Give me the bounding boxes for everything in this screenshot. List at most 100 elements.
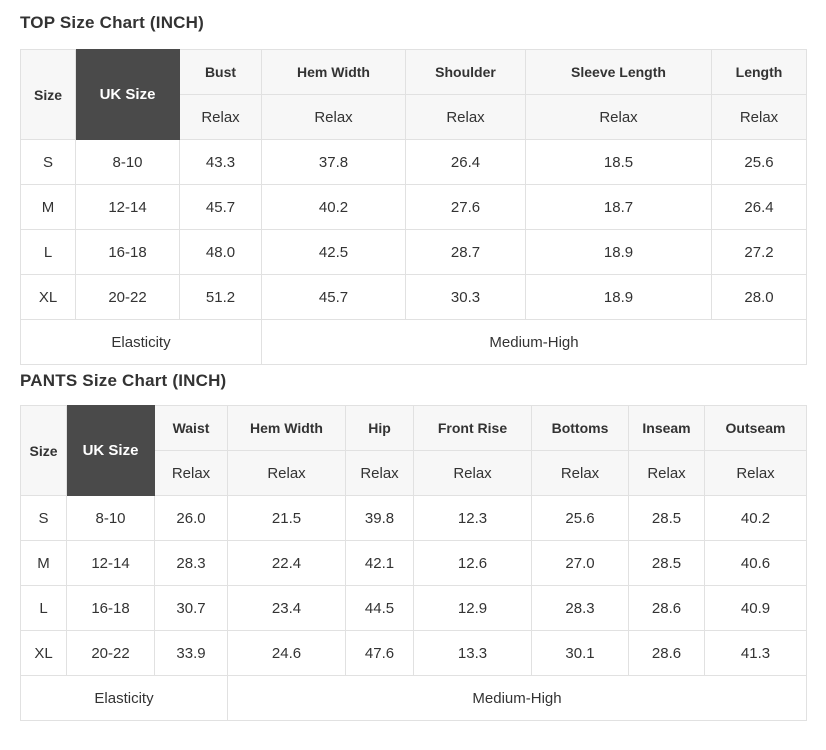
table-row: M 12-14 28.3 22.4 42.1 12.6 27.0 28.5 40… [20, 540, 807, 586]
table-row: XL 20-22 51.2 45.7 30.3 18.9 28.0 [20, 274, 807, 320]
value-cell: 21.5 [227, 495, 346, 541]
value-cell: 40.2 [261, 184, 406, 230]
table-row: S 8-10 26.0 21.5 39.8 12.3 25.6 28.5 40.… [20, 495, 807, 541]
value-cell: 18.9 [525, 274, 712, 320]
value-cell: 22.4 [227, 540, 346, 586]
pants-header-hip: Hip [345, 405, 414, 451]
table-row: XL 20-22 33.9 24.6 47.6 13.3 30.1 28.6 4… [20, 630, 807, 676]
top-fit-hem-width: Relax [261, 94, 406, 140]
value-cell: 28.0 [711, 274, 807, 320]
pants-fit-outseam: Relax [704, 450, 807, 496]
value-cell: 45.7 [261, 274, 406, 320]
size-cell: M [20, 540, 67, 586]
pants-size-table: Size UK Size Waist Hem Width Hip Front R… [20, 405, 807, 721]
top-header-shoulder: Shoulder [405, 49, 526, 95]
elasticity-label-cell: Elasticity [20, 319, 262, 365]
table-row: S 8-10 43.3 37.8 26.4 18.5 25.6 [20, 139, 807, 185]
value-cell: 23.4 [227, 585, 346, 631]
top-fit-bust: Relax [179, 94, 262, 140]
uk-size-cell: 12-14 [66, 540, 155, 586]
table-row: L 16-18 30.7 23.4 44.5 12.9 28.3 28.6 40… [20, 585, 807, 631]
value-cell: 42.1 [345, 540, 414, 586]
value-cell: 40.9 [704, 585, 807, 631]
value-cell: 37.8 [261, 139, 406, 185]
top-fit-sleeve-length: Relax [525, 94, 712, 140]
value-cell: 47.6 [345, 630, 414, 676]
value-cell: 28.3 [531, 585, 629, 631]
pants-header-hem-width: Hem Width [227, 405, 346, 451]
uk-size-cell: 8-10 [66, 495, 155, 541]
pants-header-waist: Waist [154, 405, 228, 451]
top-fit-shoulder: Relax [405, 94, 526, 140]
top-header-sleeve-length: Sleeve Length [525, 49, 712, 95]
pants-header-row-fit: Relax Relax Relax Relax Relax Relax Rela… [21, 450, 807, 496]
top-header-length: Length [711, 49, 807, 95]
pants-fit-hip: Relax [345, 450, 414, 496]
value-cell: 26.4 [711, 184, 807, 230]
pants-fit-inseam: Relax [628, 450, 705, 496]
size-cell: M [20, 184, 76, 230]
table-footer-row: Elasticity Medium-High [20, 319, 807, 365]
value-cell: 43.3 [179, 139, 262, 185]
pants-header-size: Size [20, 405, 67, 496]
elasticity-label-cell: Elasticity [20, 675, 228, 721]
value-cell: 28.5 [628, 540, 705, 586]
value-cell: 27.2 [711, 229, 807, 275]
value-cell: 28.3 [154, 540, 228, 586]
uk-size-cell: 12-14 [75, 184, 180, 230]
top-chart-title: TOP Size Chart (INCH) [20, 13, 204, 32]
elasticity-value-cell: Medium-High [227, 675, 807, 721]
size-cell: L [20, 585, 67, 631]
value-cell: 40.6 [704, 540, 807, 586]
top-table-header: Size UK Size Bust Hem Width Shoulder Sle… [20, 49, 807, 140]
value-cell: 48.0 [179, 229, 262, 275]
uk-size-cell: 16-18 [75, 229, 180, 275]
uk-size-cell: 8-10 [75, 139, 180, 185]
value-cell: 12.6 [413, 540, 532, 586]
table-row: L 16-18 48.0 42.5 28.7 18.9 27.2 [20, 229, 807, 275]
elasticity-value-cell: Medium-High [261, 319, 807, 365]
pants-fit-bottoms: Relax [531, 450, 629, 496]
value-cell: 26.4 [405, 139, 526, 185]
value-cell: 28.5 [628, 495, 705, 541]
size-cell: XL [20, 274, 76, 320]
pants-fit-waist: Relax [154, 450, 228, 496]
value-cell: 33.9 [154, 630, 228, 676]
top-size-table: Size UK Size Bust Hem Width Shoulder Sle… [20, 49, 807, 365]
top-header-size: Size [20, 49, 76, 140]
value-cell: 27.0 [531, 540, 629, 586]
pants-header-bottoms: Bottoms [531, 405, 629, 451]
value-cell: 28.6 [628, 630, 705, 676]
value-cell: 28.6 [628, 585, 705, 631]
value-cell: 18.7 [525, 184, 712, 230]
pants-table-body: S 8-10 26.0 21.5 39.8 12.3 25.6 28.5 40.… [20, 495, 807, 721]
value-cell: 26.0 [154, 495, 228, 541]
value-cell: 30.7 [154, 585, 228, 631]
uk-size-cell: 20-22 [75, 274, 180, 320]
pants-table-header: Size UK Size Waist Hem Width Hip Front R… [20, 405, 807, 496]
top-header-hem-width: Hem Width [261, 49, 406, 95]
value-cell: 18.5 [525, 139, 712, 185]
uk-size-cell: 20-22 [66, 630, 155, 676]
pants-header-uk-size: UK Size [66, 405, 155, 496]
value-cell: 13.3 [413, 630, 532, 676]
top-table-body: S 8-10 43.3 37.8 26.4 18.5 25.6 M 12-14 … [20, 139, 807, 365]
value-cell: 30.3 [405, 274, 526, 320]
table-footer-row: Elasticity Medium-High [20, 675, 807, 721]
value-cell: 28.7 [405, 229, 526, 275]
top-header-bust: Bust [179, 49, 262, 95]
value-cell: 18.9 [525, 229, 712, 275]
value-cell: 45.7 [179, 184, 262, 230]
value-cell: 51.2 [179, 274, 262, 320]
pants-header-inseam: Inseam [628, 405, 705, 451]
pants-header-front-rise: Front Rise [413, 405, 532, 451]
value-cell: 30.1 [531, 630, 629, 676]
top-fit-length: Relax [711, 94, 807, 140]
value-cell: 39.8 [345, 495, 414, 541]
value-cell: 12.3 [413, 495, 532, 541]
value-cell: 41.3 [704, 630, 807, 676]
size-cell: S [20, 495, 67, 541]
value-cell: 42.5 [261, 229, 406, 275]
pants-chart-title: PANTS Size Chart (INCH) [20, 371, 227, 390]
